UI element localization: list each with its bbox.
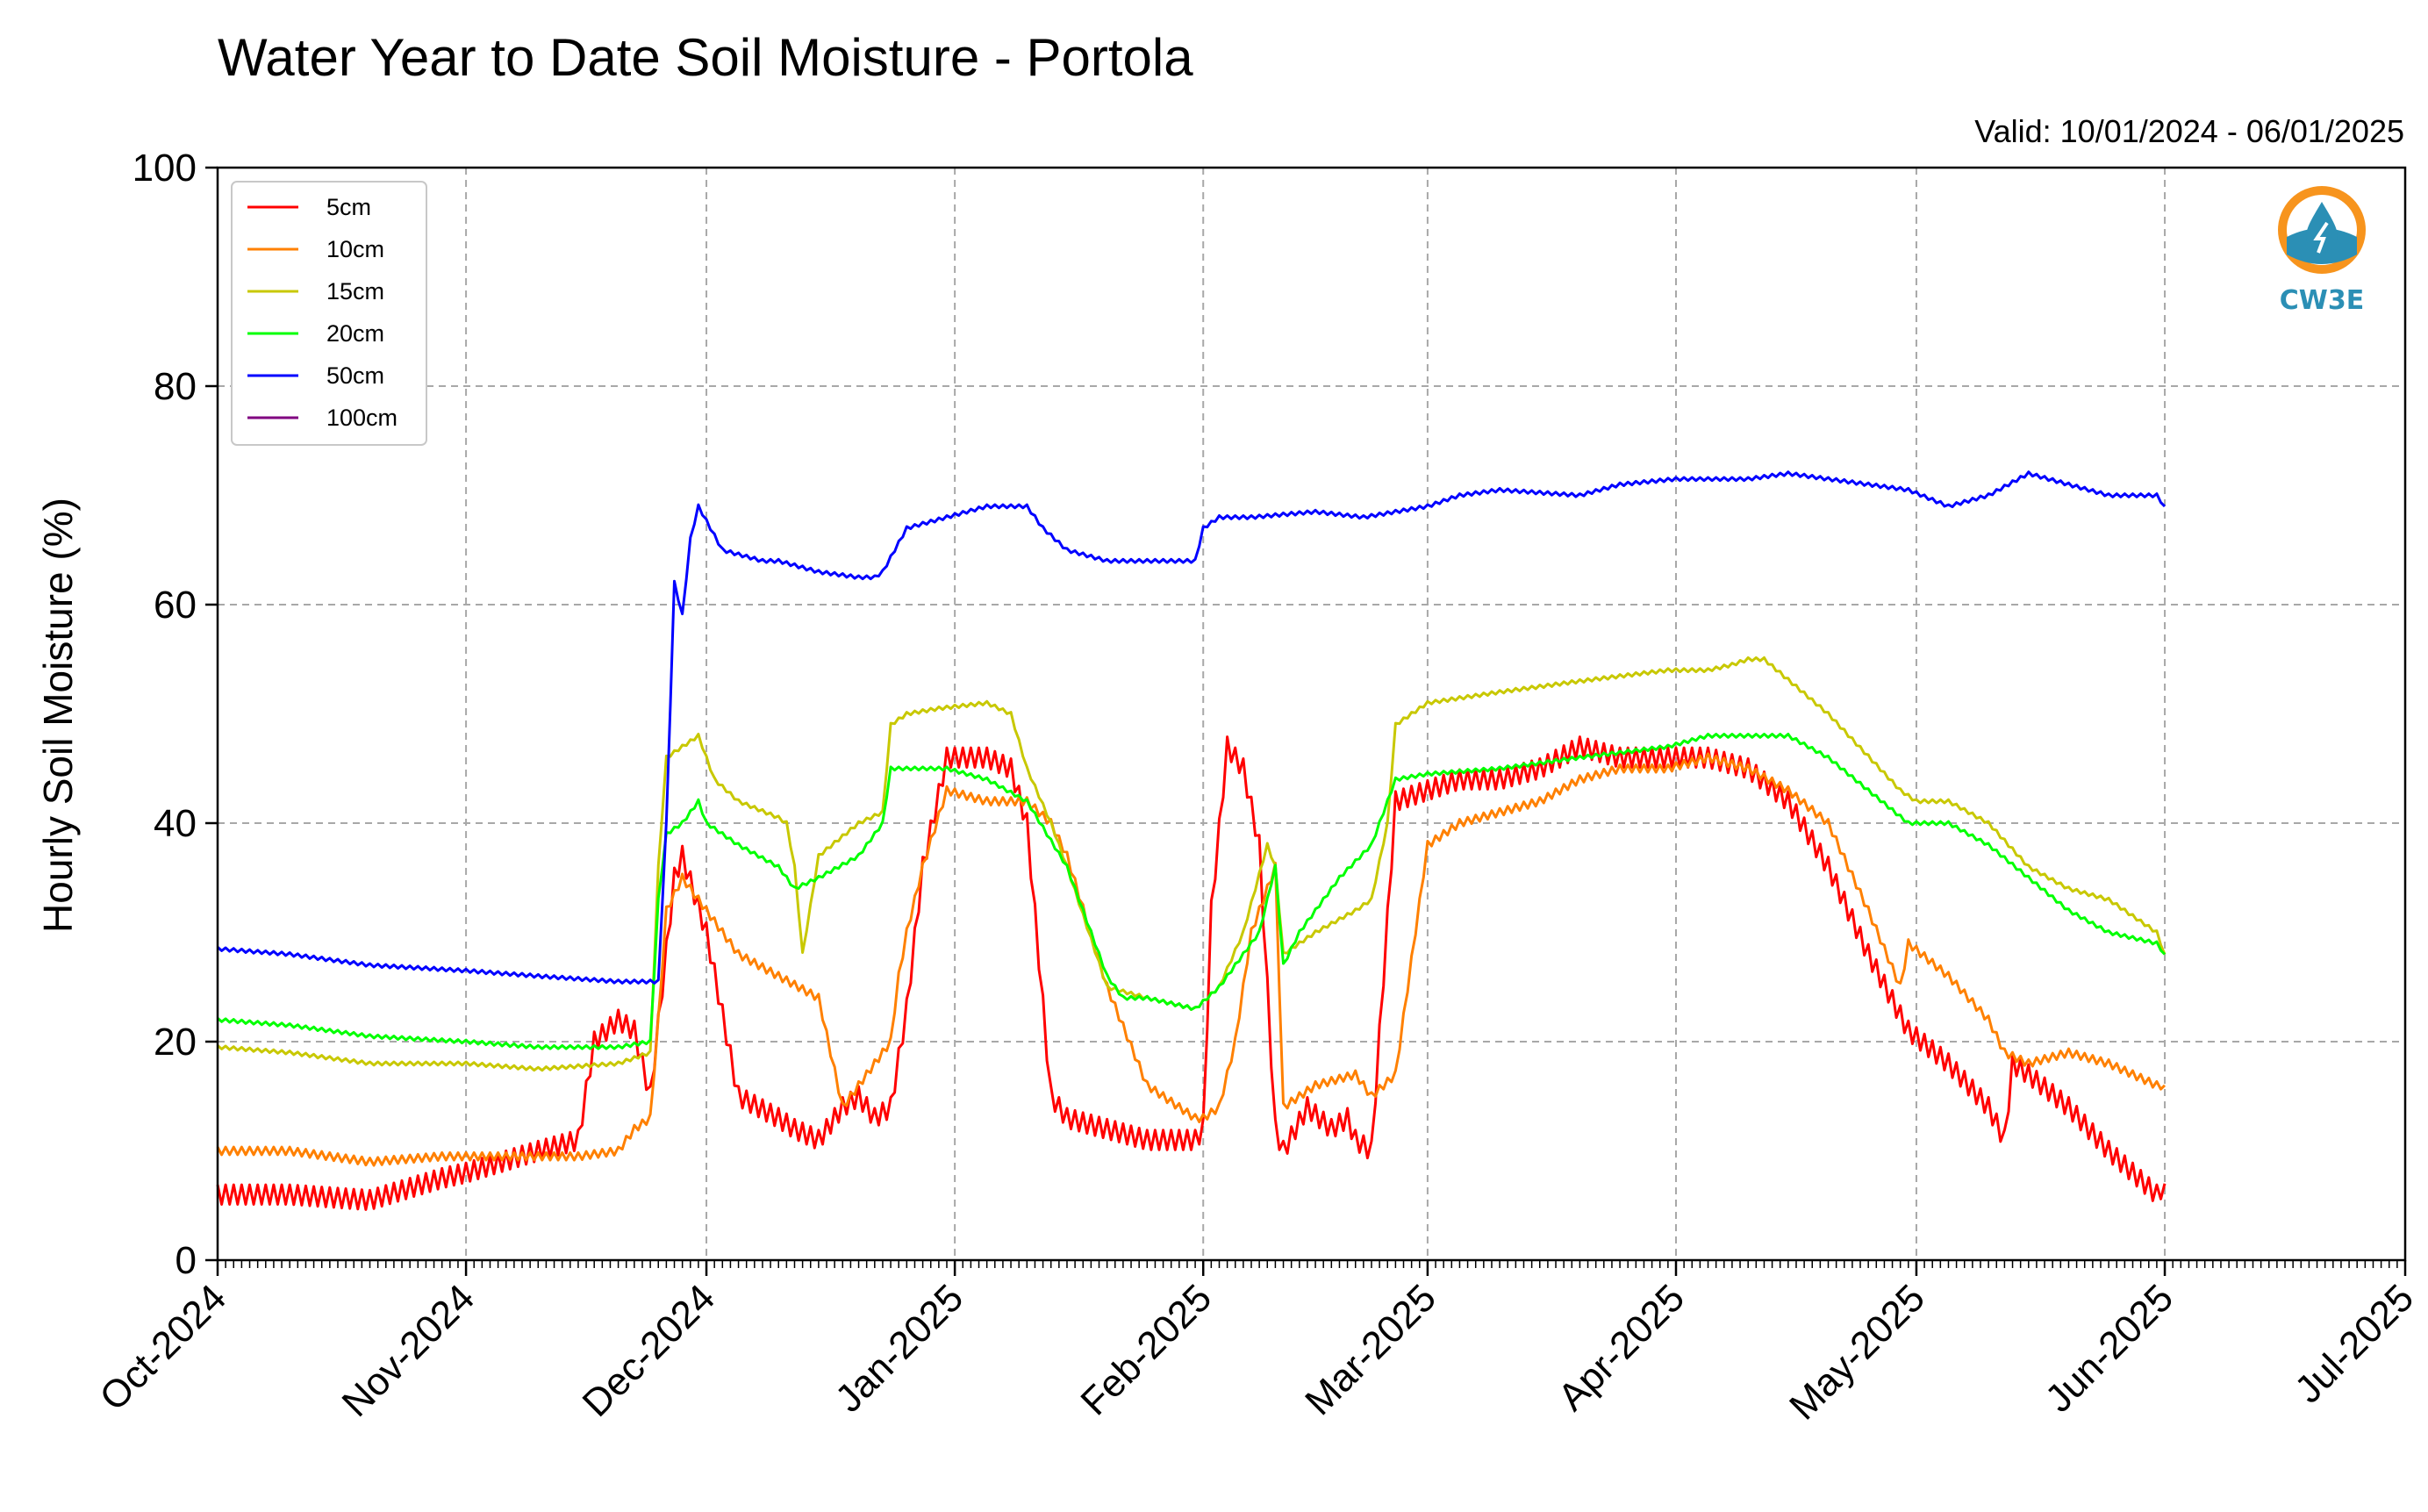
x-tick-label: Jul-2025 (2287, 1276, 2422, 1411)
lightning-icon (2313, 221, 2329, 254)
y-tick-label: 20 (154, 1021, 197, 1064)
y-tick-label: 0 (175, 1239, 197, 1282)
x-tick-label: Jun-2025 (2038, 1276, 2181, 1420)
x-tick-label: Dec-2024 (575, 1276, 724, 1425)
legend-entry: 5cm (326, 194, 371, 220)
series-line-50cm (217, 470, 2167, 985)
logo-text: CW3E (2280, 285, 2364, 316)
chart-title: Water Year to Date Soil Moisture - Porto… (218, 28, 1193, 87)
grid (218, 168, 2405, 1260)
legend: 5cm 10cm 15cm 20cm 50cm 100cm (231, 181, 427, 446)
y-axis-label: Hourly Soil Moisture (%) (35, 498, 81, 933)
plot-frame (216, 166, 2407, 1262)
series-layer (216, 470, 2167, 1211)
x-tick-label: Nov-2024 (334, 1276, 483, 1425)
x-tick-label: May-2025 (1781, 1276, 1933, 1428)
x-tick-label: Jan-2025 (827, 1276, 971, 1420)
y-tick-label: 100 (133, 147, 197, 190)
series-line-10cm (216, 752, 2167, 1167)
series-line-20cm (217, 733, 2167, 1050)
cw3e-logo: CW3E (2278, 186, 2366, 316)
valid-range: Valid: 10/01/2024 - 06/01/2025 (1974, 113, 2404, 149)
legend-entry: 100cm (326, 405, 398, 431)
legend-box (231, 181, 427, 446)
y-tick-label: 40 (154, 802, 197, 845)
legend-entry: 10cm (326, 236, 384, 262)
x-tick-label: Oct-2024 (91, 1276, 234, 1419)
x-tick-label: Feb-2025 (1072, 1276, 1220, 1423)
y-tick-label: 60 (154, 584, 197, 627)
axes: 0 20 40 60 80 100 Oct-2024 Nov-2024 Dec-2024 Jan-… (91, 147, 2422, 1428)
x-tick-label: Apr-2025 (1550, 1276, 1693, 1419)
legend-entry: 50cm (326, 362, 384, 389)
legend-entry: 20cm (326, 320, 384, 347)
series-line-5cm (216, 735, 2167, 1211)
y-tick-label: 80 (154, 365, 197, 408)
x-tick-label: Mar-2025 (1297, 1276, 1444, 1423)
legend-entry: 15cm (326, 278, 384, 305)
